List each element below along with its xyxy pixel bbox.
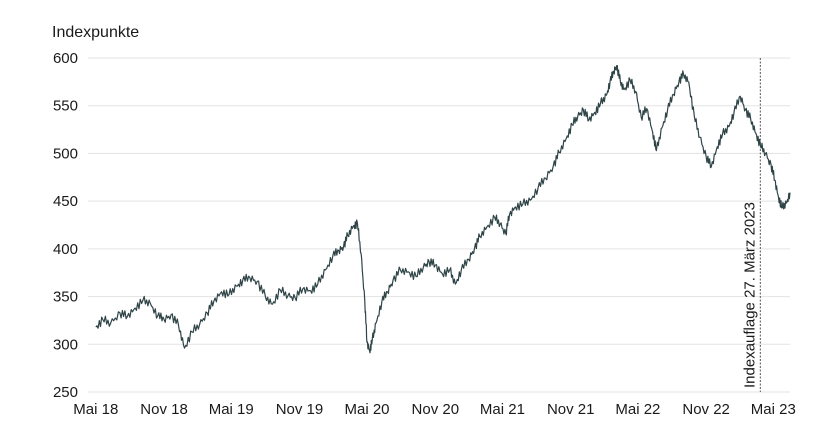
y-axis-ticks: 250 300 350 400 450 500 550 600 xyxy=(53,50,78,401)
y-tick-label: 300 xyxy=(53,336,78,353)
x-axis-ticks: Mai 18 Nov 18 Mai 19 Nov 19 Mai 20 Nov 20 Mai … xyxy=(73,401,796,418)
x-tick-label: Mai 18 xyxy=(73,401,118,418)
gridlines xyxy=(88,57,790,393)
annotation-marker: Indexauflage 27. März 2023 xyxy=(741,58,761,392)
series-group xyxy=(95,65,791,354)
y-tick-label: 400 xyxy=(53,241,78,258)
y-tick-label: 550 xyxy=(53,98,78,115)
annotation-label: Indexauflage 27. März 2023 xyxy=(741,202,758,388)
x-tick-label: Nov 20 xyxy=(412,401,460,418)
y-tick-label: 600 xyxy=(53,50,78,67)
x-tick-label: Mai 23 xyxy=(751,401,796,418)
x-tick-label: Mai 21 xyxy=(480,401,525,418)
x-tick-label: Nov 21 xyxy=(547,401,595,418)
x-tick-label: Nov 19 xyxy=(276,401,324,418)
y-tick-label: 350 xyxy=(53,289,78,306)
x-tick-label: Mai 19 xyxy=(209,401,254,418)
x-tick-label: Mai 20 xyxy=(345,401,390,418)
y-tick-label: 450 xyxy=(53,193,78,210)
y-axis-label: Indexpunkte xyxy=(52,24,139,41)
y-tick-label: 250 xyxy=(53,384,78,401)
series-line-0 xyxy=(95,65,791,354)
x-tick-label: Nov 18 xyxy=(140,401,188,418)
x-tick-label: Nov 22 xyxy=(682,401,730,418)
x-tick-label: Mai 22 xyxy=(615,401,660,418)
y-tick-label: 500 xyxy=(53,145,78,162)
